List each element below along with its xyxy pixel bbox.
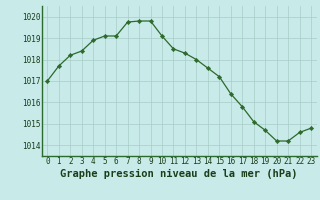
X-axis label: Graphe pression niveau de la mer (hPa): Graphe pression niveau de la mer (hPa) <box>60 169 298 179</box>
